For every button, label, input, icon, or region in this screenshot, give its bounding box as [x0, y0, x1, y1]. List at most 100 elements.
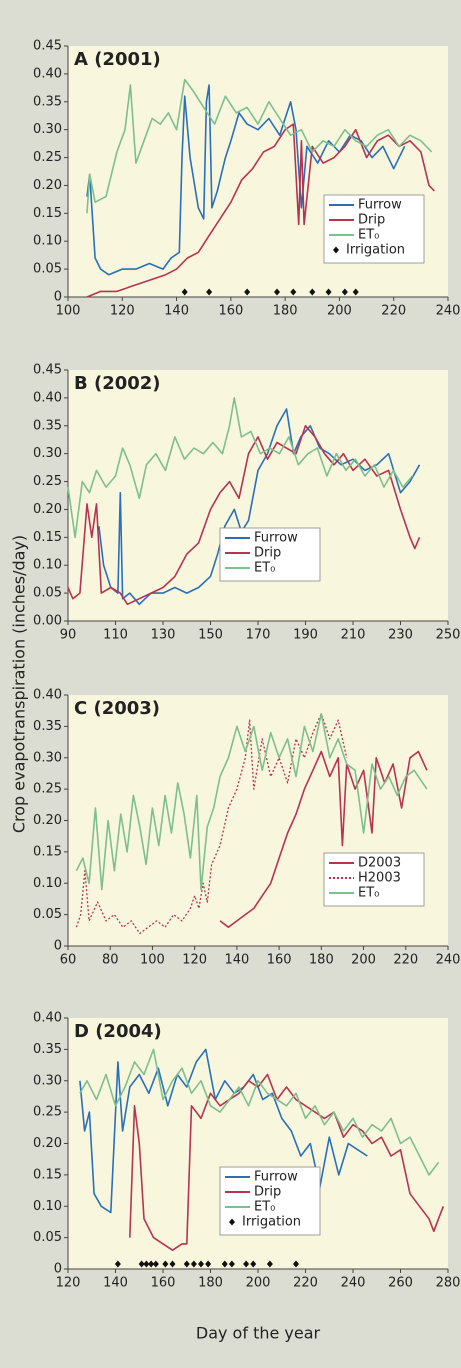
- legend-label: ET₀: [254, 1200, 275, 1215]
- y-tick-label: 0.15: [33, 1167, 62, 1182]
- irrigation-marker: [138, 1260, 145, 1268]
- x-tick-label: 200: [327, 304, 352, 319]
- x-tick-label: 220: [293, 1276, 318, 1291]
- x-tick-label: 220: [381, 304, 406, 319]
- x-tick-label: 140: [103, 1276, 128, 1291]
- x-tick-label: 120: [56, 1276, 81, 1291]
- legend-marker: [229, 1218, 235, 1226]
- legend-label: H2003: [358, 871, 401, 886]
- series-line: [79, 1048, 440, 1176]
- irrigation-marker: [221, 1260, 228, 1268]
- series-line: [98, 408, 421, 606]
- irrigation-marker: [114, 1260, 121, 1268]
- y-tick-label: 0.10: [33, 558, 62, 573]
- y-tick-label: 0.30: [33, 1073, 62, 1088]
- irrigation-marker: [250, 1260, 257, 1268]
- x-tick-label: 140: [224, 953, 249, 968]
- x-tick-label: 240: [436, 953, 461, 968]
- legend-label: D2003: [358, 856, 401, 871]
- x-tick-label: 130: [151, 628, 176, 643]
- chart-title: C (2003): [74, 698, 160, 719]
- y-tick-label: 0: [54, 290, 62, 305]
- irrigation-marker: [162, 1260, 169, 1268]
- irrigation-marker: [325, 288, 332, 296]
- y-tick-label: 0.20: [33, 1136, 62, 1151]
- series-line: [129, 1073, 445, 1251]
- y-tick-label: 0.35: [33, 1042, 62, 1057]
- y-tick-label: 0: [54, 939, 62, 954]
- y-tick-label: 0.35: [33, 418, 62, 433]
- x-tick-label: 140: [164, 304, 189, 319]
- legend-label: Furrow: [254, 1170, 298, 1185]
- y-tick-label: 0.10: [33, 234, 62, 249]
- x-tick-label: 170: [246, 628, 271, 643]
- y-tick-label: 0.15: [33, 206, 62, 221]
- x-tick-label: 240: [436, 304, 461, 319]
- chart-title: D (2004): [74, 1021, 162, 1042]
- y-tick-label: 0.30: [33, 122, 62, 137]
- legend-label: Furrow: [358, 198, 402, 213]
- x-tick-label: 180: [198, 1276, 223, 1291]
- irrigation-marker: [290, 288, 297, 296]
- x-tick-label: 150: [198, 628, 223, 643]
- legend-label: Irrigation: [242, 1215, 301, 1230]
- x-tick-label: 100: [140, 953, 165, 968]
- x-tick-label: 60: [60, 953, 77, 968]
- legend-label: Drip: [254, 546, 281, 561]
- plot-area: [68, 695, 448, 946]
- irrigation-marker: [183, 1260, 190, 1268]
- irrigation-marker: [243, 1260, 250, 1268]
- y-tick-label: 0.35: [33, 719, 62, 734]
- irrigation-marker: [143, 1260, 150, 1268]
- y-axis-label: Crop evapotranspiration (inches/day): [10, 535, 29, 833]
- irrigation-marker: [293, 1260, 299, 1268]
- x-tick-label: 260: [388, 1276, 413, 1291]
- series-line: [219, 750, 428, 928]
- legend-label: ET₀: [358, 228, 379, 243]
- x-tick-label: 200: [246, 1276, 271, 1291]
- series-line: [79, 1048, 368, 1214]
- x-tick-label: 120: [110, 304, 135, 319]
- x-tick-label: 160: [151, 1276, 176, 1291]
- plot-area: [68, 370, 448, 621]
- y-tick-label: 0.30: [33, 446, 62, 461]
- y-tick-label: 0.25: [33, 474, 62, 489]
- y-tick-label: 0.15: [33, 530, 62, 545]
- x-tick-label: 230: [388, 628, 413, 643]
- legend-label: ET₀: [358, 886, 379, 901]
- y-tick-label: 0.05: [33, 262, 62, 277]
- chart-title: A (2001): [74, 49, 161, 70]
- y-tick-label: 0.30: [33, 750, 62, 765]
- legend-label: Irrigation: [346, 243, 405, 258]
- series-line: [86, 78, 433, 214]
- chart-title: B (2002): [74, 373, 161, 394]
- irrigation-marker: [228, 1260, 235, 1268]
- x-tick-label: 280: [436, 1276, 461, 1291]
- series-line: [67, 397, 414, 539]
- series-line: [86, 123, 435, 298]
- y-tick-label: 0.45: [33, 39, 62, 54]
- series-line: [67, 425, 421, 606]
- legend-box: [219, 1166, 321, 1236]
- x-tick-label: 240: [341, 1276, 366, 1291]
- x-tick-label: 220: [393, 953, 418, 968]
- y-tick-label: 0.20: [33, 813, 62, 828]
- y-tick-label: 0.20: [33, 178, 62, 193]
- x-tick-label: 200: [351, 953, 376, 968]
- legend-box: [323, 194, 425, 264]
- y-tick-label: 0.25: [33, 1105, 62, 1120]
- y-tick-label: 0.05: [33, 1230, 62, 1245]
- irrigation-marker: [148, 1260, 155, 1268]
- legend-label: Drip: [254, 1185, 281, 1200]
- irrigation-marker: [181, 288, 188, 296]
- irrigation-marker: [169, 1260, 176, 1268]
- legend-label: ET₀: [254, 561, 275, 576]
- irrigation-marker: [190, 1260, 197, 1268]
- x-tick-label: 250: [436, 628, 461, 643]
- y-tick-label: 0.40: [33, 390, 62, 405]
- y-tick-label: 0.10: [33, 876, 62, 891]
- legend-label: Drip: [358, 213, 385, 228]
- legend-box: [323, 852, 425, 907]
- y-tick-label: 0.40: [33, 688, 62, 703]
